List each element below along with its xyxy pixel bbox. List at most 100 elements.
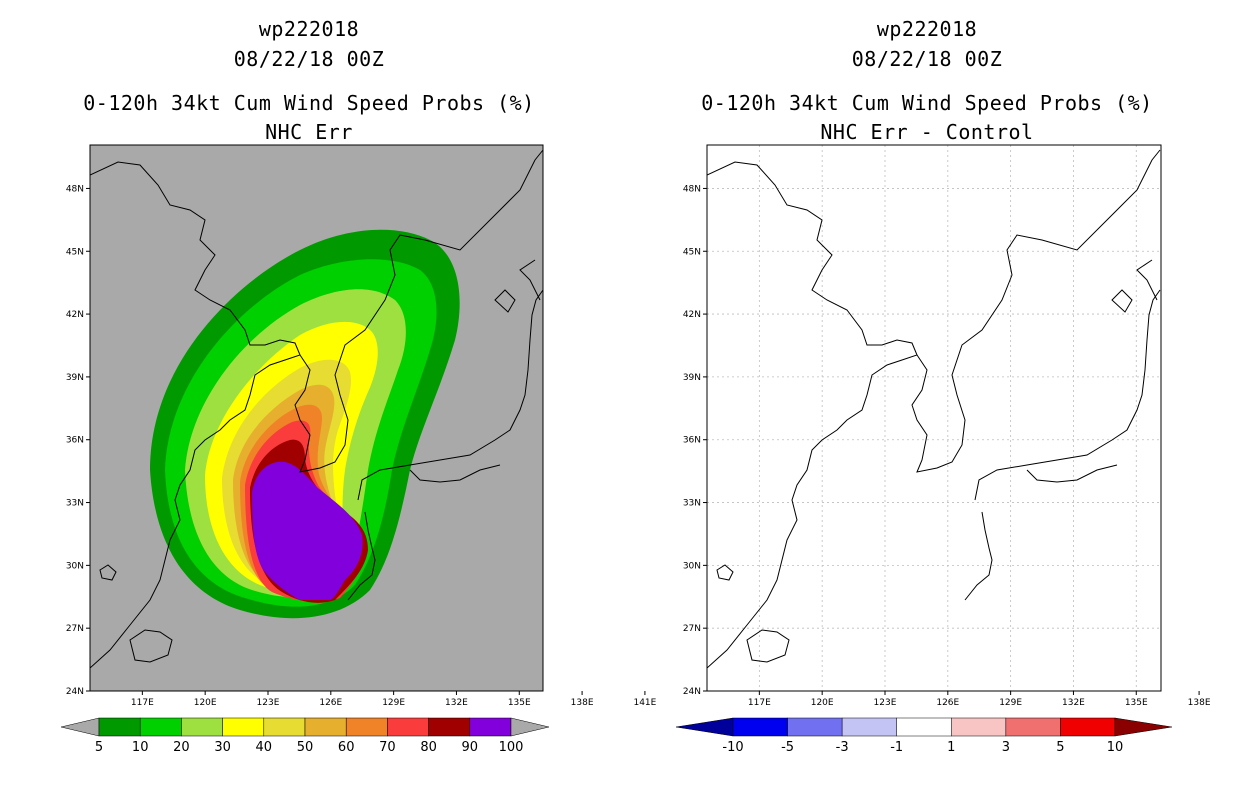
lon-label: 138E — [571, 698, 594, 708]
map-frame — [89, 144, 544, 692]
coastline-segment — [716, 564, 734, 581]
colorbar-label: 10 — [1107, 740, 1124, 755]
lat-label: 39N — [683, 373, 701, 383]
right-map-panel: wp222018 08/22/18 00Z 0-120h 34kt Cum Wi… — [618, 0, 1236, 800]
colorbar-swatch — [304, 717, 347, 737]
colorbar-label: 5 — [1056, 740, 1064, 755]
lat-label: 27N — [683, 624, 701, 634]
lon-label: 132E — [1062, 698, 1085, 708]
colorbar-label: 5 — [95, 740, 103, 755]
colorbar-swatch — [787, 717, 843, 737]
coastline-segment — [1136, 259, 1158, 301]
coastlines — [90, 149, 543, 669]
lon-label: 117E — [131, 698, 154, 708]
subtitle: NHC Err — [265, 120, 353, 144]
coastline-segment — [964, 511, 993, 601]
colorbar-label: 20 — [173, 740, 190, 755]
probability-contours — [150, 229, 460, 619]
coastline-segment — [409, 464, 501, 483]
colorbar-left-arrow — [675, 717, 734, 737]
colorbar-label: -5 — [781, 740, 794, 755]
prob-contour-90 — [252, 461, 363, 600]
lat-label: 48N — [66, 184, 84, 194]
coastline-segment — [347, 511, 376, 601]
lat-label: 24N — [66, 687, 84, 697]
colorbar-swatch — [345, 717, 388, 737]
map-background — [707, 145, 1161, 691]
left-map-panel: wp222018 08/22/18 00Z 0-120h 34kt Cum Wi… — [60, 17, 657, 755]
lon-label: 126E — [319, 698, 342, 708]
colorbar: -10 -5 -3 -1 1 3 5 10 — [675, 717, 1173, 755]
colorbar-swatch — [98, 717, 141, 737]
subtitle: NHC Err - Control — [820, 120, 1034, 144]
colorbar-label: 70 — [379, 740, 396, 755]
coastline-segment — [746, 629, 790, 663]
colorbar-swatch — [139, 717, 182, 737]
coastline-segment — [494, 289, 516, 313]
lon-label: 120E — [811, 698, 834, 708]
colorbar-label: -1 — [890, 740, 903, 755]
right-map-svg: 48N 45N 42N 39N 36N 33N 30N 27N 24N 117E 120E 123E… — [675, 144, 1211, 755]
colorbar-label: 80 — [420, 740, 437, 755]
colorbar-label: 30 — [214, 740, 231, 755]
colorbar-swatch — [222, 717, 265, 737]
colorbar-left-arrow — [60, 717, 100, 737]
coastline-segment — [294, 149, 543, 473]
colorbar-swatch — [951, 717, 1007, 737]
lat-label: 45N — [683, 247, 701, 257]
product-title: 0-120h 34kt Cum Wind Speed Probs (%) — [701, 91, 1153, 115]
colorbar-label: 40 — [256, 740, 273, 755]
lat-label: 36N — [683, 436, 701, 446]
lon-label: 123E — [257, 698, 280, 708]
colorbar-label: -10 — [722, 740, 743, 755]
lon-label: 138E — [1188, 698, 1211, 708]
lat-label: 48N — [683, 184, 701, 194]
lon-label: 129E — [382, 698, 405, 708]
lon-label: 126E — [936, 698, 959, 708]
colorbar-label: 90 — [462, 740, 479, 755]
lat-label: 24N — [683, 687, 701, 697]
lat-label: 42N — [66, 310, 84, 320]
colorbar-swatch — [428, 717, 471, 737]
datetime: 08/22/18 00Z — [851, 47, 1003, 71]
colorbar-swatch — [469, 717, 512, 737]
coastline-segment — [519, 259, 541, 301]
product-title: 0-120h 34kt Cum Wind Speed Probs (%) — [83, 91, 535, 115]
storm-id: wp222018 — [876, 17, 978, 41]
lon-label: 141E — [633, 698, 656, 708]
lat-label: 27N — [66, 624, 84, 634]
colorbar-right-arrow — [510, 717, 550, 737]
colorbar: 5 10 20 30 40 50 60 70 80 90 100 — [60, 717, 550, 755]
lon-label: 135E — [1125, 698, 1148, 708]
lon-label: 129E — [999, 698, 1022, 708]
lat-label: 39N — [66, 373, 84, 383]
colorbar-swatch — [896, 717, 952, 737]
lon-label: 117E — [748, 698, 771, 708]
lat-label: 30N — [66, 561, 84, 571]
lat-label: 45N — [66, 247, 84, 257]
lon-label: 120E — [194, 698, 217, 708]
coastline-segment — [90, 161, 301, 669]
colorbar-right-arrow — [1114, 717, 1173, 737]
colorbar-swatch — [1005, 717, 1061, 737]
colorbar-swatch — [1060, 717, 1116, 737]
coastline-segment — [1111, 289, 1133, 313]
left-map-svg: 48N 45N 42N 39N 36N 33N 30N 27N 24N 117E 120E 123E… — [60, 144, 657, 755]
colorbar-swatch — [732, 717, 788, 737]
coastlines — [707, 149, 1161, 669]
coastline-segment — [974, 289, 1161, 501]
datetime: 08/22/18 00Z — [233, 47, 385, 71]
colorbar-label: 100 — [499, 740, 524, 755]
colorbar-label: -3 — [836, 740, 849, 755]
coastline-segment — [357, 289, 543, 501]
colorbar-label: 1 — [947, 740, 955, 755]
lon-label: 123E — [874, 698, 897, 708]
colorbar-swatch — [841, 717, 897, 737]
colorbar-label: 50 — [297, 740, 314, 755]
colorbar-label: 60 — [338, 740, 355, 755]
lon-label: 132E — [445, 698, 468, 708]
coastline-segment — [129, 629, 173, 663]
lat-label: 33N — [683, 499, 701, 509]
